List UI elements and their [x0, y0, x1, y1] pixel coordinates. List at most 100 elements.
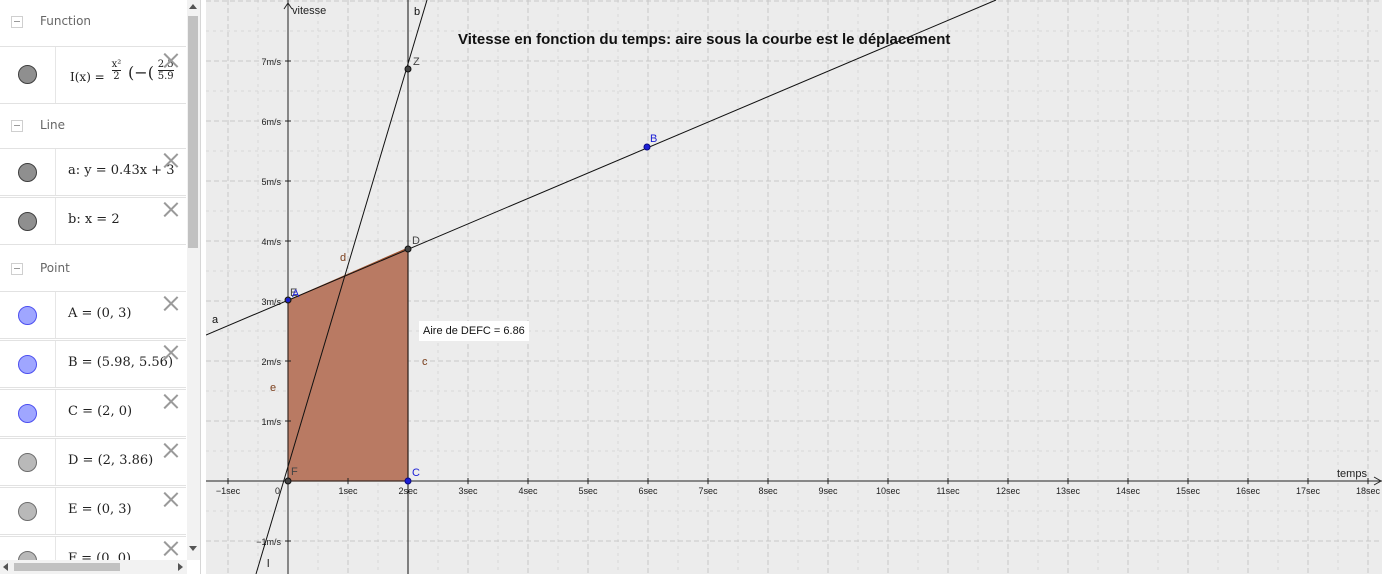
- algebra-row-point-B[interactable]: B = (5.98, 5.56): [0, 340, 186, 388]
- x-tick-label: 17sec: [1296, 486, 1321, 496]
- label-C: C: [412, 467, 420, 479]
- x-tick-label: 8sec: [758, 486, 778, 496]
- point-A-definition: A = (0, 3): [68, 306, 132, 321]
- function-definition: I(x) = x² 2 (−( 2.5 5.9: [70, 59, 174, 84]
- group-label: Line: [40, 118, 66, 132]
- visibility-cell[interactable]: [0, 439, 56, 485]
- label-Z: Z: [413, 56, 420, 68]
- collapse-toggle-icon[interactable]: [11, 16, 23, 28]
- visibility-dot-icon[interactable]: [18, 355, 37, 374]
- group-header-function[interactable]: Function: [0, 0, 186, 46]
- scroll-up-arrow-icon[interactable]: [189, 4, 197, 9]
- visibility-cell[interactable]: [0, 198, 56, 244]
- visibility-cell[interactable]: [0, 390, 56, 436]
- algebra-row-point-D[interactable]: D = (2, 3.86): [0, 438, 186, 486]
- delete-icon[interactable]: [162, 490, 180, 508]
- scroll-down-arrow-icon[interactable]: [189, 546, 197, 551]
- algebra-row-line-a[interactable]: a: y = 0.43x + 3: [0, 148, 186, 196]
- y-tick-label: 4m/s: [261, 237, 281, 247]
- collapse-toggle-icon[interactable]: [11, 120, 23, 132]
- point-F[interactable]: [284, 477, 292, 485]
- x-tick-label: 9sec: [818, 486, 838, 496]
- x-tick-label: 4sec: [518, 486, 538, 496]
- y-tick-label: 2m/s: [261, 357, 281, 367]
- vertical-scroll-thumb[interactable]: [188, 16, 198, 248]
- delete-icon[interactable]: [162, 51, 180, 69]
- visibility-cell[interactable]: [0, 47, 56, 103]
- y-axis-label: vitesse: [292, 5, 326, 17]
- x-tick-label: −1sec: [216, 486, 241, 496]
- visibility-cell[interactable]: [0, 292, 56, 338]
- scroll-left-arrow-icon[interactable]: [3, 563, 8, 571]
- visibility-dot-icon[interactable]: [18, 404, 37, 423]
- y-tick-label: 7m/s: [261, 57, 281, 67]
- fraction-bottom: 5.9: [157, 71, 174, 82]
- y-axis-arrow-icon: [283, 2, 293, 10]
- label-segment-e: e: [270, 382, 276, 394]
- x-tick-label: 13sec: [1056, 486, 1081, 496]
- visibility-dot-icon[interactable]: [18, 453, 37, 472]
- delete-icon[interactable]: [162, 294, 180, 312]
- delete-icon[interactable]: [162, 200, 180, 218]
- group-header-line[interactable]: Line: [0, 104, 186, 150]
- label-A: A: [292, 288, 300, 300]
- label-function-l: l: [267, 558, 269, 570]
- algebra-panel: Function I(x) = x² 2 (−( 2.5 5.9 Line a:…: [0, 0, 201, 574]
- point-E-definition: E = (0, 3): [68, 502, 132, 517]
- delete-icon[interactable]: [162, 343, 180, 361]
- function-rest: (−(: [128, 63, 154, 82]
- x-tick-label: 18sec: [1356, 486, 1381, 496]
- collapse-toggle-icon[interactable]: [11, 263, 23, 275]
- graphics-view[interactable]: −1sec 1sec 2sec 3sec 4sec 5sec 6sec 7sec 8sec 9se…: [206, 0, 1382, 574]
- x-tick-label: 1sec: [338, 486, 358, 496]
- delete-icon[interactable]: [162, 539, 180, 557]
- visibility-cell[interactable]: [0, 488, 56, 534]
- algebra-row-point-E[interactable]: E = (0, 3): [0, 487, 186, 535]
- point-C-definition: C = (2, 0): [68, 404, 133, 419]
- visibility-dot-icon[interactable]: [18, 212, 37, 231]
- visibility-dot-icon[interactable]: [18, 163, 37, 182]
- label-segment-c: c: [422, 356, 428, 368]
- delete-icon[interactable]: [162, 392, 180, 410]
- label-segment-d: d: [340, 252, 346, 264]
- visibility-dot-icon[interactable]: [18, 502, 37, 521]
- group-label: Function: [40, 14, 92, 28]
- scroll-right-arrow-icon[interactable]: [178, 563, 183, 571]
- fraction-numerator: x²: [111, 59, 122, 71]
- line-a[interactable]: [206, 0, 997, 336]
- x-tick-label: 16sec: [1236, 486, 1261, 496]
- line-b-definition: b: x = 2: [68, 212, 120, 227]
- visibility-dot-icon[interactable]: [18, 65, 37, 84]
- area-text-box[interactable]: Aire de DEFC = 6.86: [419, 321, 529, 341]
- point-Z[interactable]: [404, 65, 412, 73]
- visibility-dot-icon[interactable]: [18, 306, 37, 325]
- point-D[interactable]: [404, 245, 412, 253]
- function-l-curve[interactable]: [255, 0, 428, 574]
- label-line-b: b: [414, 6, 420, 18]
- algebra-row-point-C[interactable]: C = (2, 0): [0, 389, 186, 437]
- point-C[interactable]: [404, 477, 412, 485]
- group-header-point[interactable]: Point: [0, 247, 186, 293]
- x-tick-label: 7sec: [698, 486, 718, 496]
- line-a-definition: a: y = 0.43x + 3: [68, 163, 175, 178]
- visibility-cell[interactable]: [0, 149, 56, 195]
- label-E: E: [290, 287, 297, 299]
- algebra-row-function-l[interactable]: I(x) = x² 2 (−( 2.5 5.9: [0, 46, 186, 104]
- x-tick-label: 3sec: [458, 486, 478, 496]
- delete-icon[interactable]: [162, 151, 180, 169]
- label-B: B: [650, 133, 657, 145]
- algebra-row-point-A[interactable]: A = (0, 3): [0, 291, 186, 339]
- graphics-canvas[interactable]: −1sec 1sec 2sec 3sec 4sec 5sec 6sec 7sec 8sec 9se…: [206, 0, 1382, 574]
- x-axis-arrow-icon: [1373, 476, 1382, 486]
- point-A[interactable]: [285, 297, 291, 303]
- delete-icon[interactable]: [162, 441, 180, 459]
- y-tick-label: 1m/s: [261, 417, 281, 427]
- y-tick-label: 3m/s: [261, 297, 281, 307]
- horizontal-scroll-thumb[interactable]: [14, 563, 120, 571]
- point-B[interactable]: [643, 143, 651, 151]
- algebra-row-line-b[interactable]: b: x = 2: [0, 197, 186, 245]
- fraction-denominator: 2: [113, 71, 120, 82]
- graph-title[interactable]: Vitesse en fonction du temps: aire sous …: [458, 31, 951, 48]
- label-line-a: a: [212, 314, 219, 326]
- visibility-cell[interactable]: [0, 341, 56, 387]
